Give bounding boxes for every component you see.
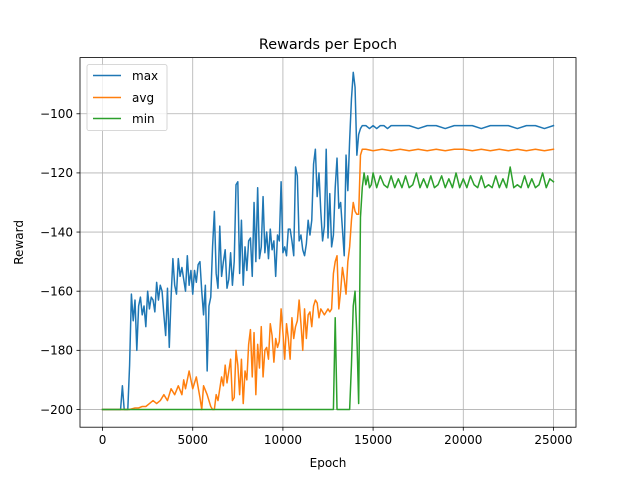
series-line-max xyxy=(101,71,555,411)
y-tick-label: −100 xyxy=(40,107,73,121)
y-tick-label: −180 xyxy=(40,344,73,358)
plot-frame xyxy=(79,57,577,428)
series-line-min xyxy=(101,166,555,411)
x-tick-label: 20000 xyxy=(444,433,482,447)
y-tick-label: −200 xyxy=(40,403,73,417)
y-ticks: −200 −180 −160 −140 −120 −100 xyxy=(40,107,80,417)
y-tick-label: −120 xyxy=(40,166,73,180)
x-tick-label: 0 xyxy=(99,433,107,447)
y-axis-label: Reward xyxy=(12,220,26,265)
series-layer xyxy=(101,71,555,411)
legend-label-max: max xyxy=(132,69,158,83)
legend-label-avg: avg xyxy=(132,91,154,105)
y-tick-label: −160 xyxy=(40,284,73,298)
y-tick-label: −140 xyxy=(40,225,73,239)
series-line-avg xyxy=(101,148,555,411)
x-axis-label: Epoch xyxy=(310,456,347,470)
x-tick-label: 10000 xyxy=(264,433,302,447)
legend: max avg min xyxy=(86,64,168,131)
x-tick-label: 25000 xyxy=(534,433,572,447)
legend-frame xyxy=(86,64,168,131)
legend-label-min: min xyxy=(132,112,155,126)
x-ticks: 0 5000 10000 15000 20000 25000 xyxy=(99,427,573,447)
x-tick-label: 5000 xyxy=(177,433,208,447)
x-tick-label: 15000 xyxy=(354,433,392,447)
chart-title: Rewards per Epoch xyxy=(259,37,397,53)
